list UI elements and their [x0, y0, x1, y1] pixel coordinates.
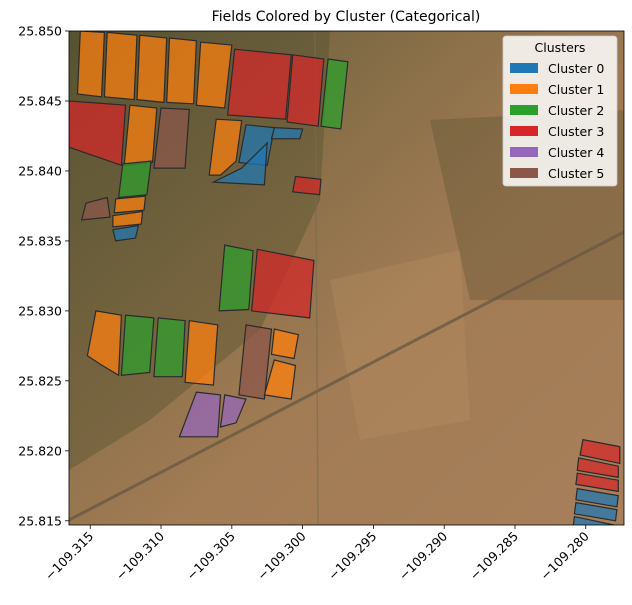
field-polygon-cluster-1 — [166, 37, 198, 105]
field-polygon-cluster-3 — [69, 100, 127, 167]
field-polygon-cluster-1 — [263, 359, 297, 400]
field-polygon-cluster-0 — [211, 141, 268, 186]
y-tick-label: 25.850 — [18, 24, 62, 39]
field-polygon-cluster-3 — [250, 248, 315, 319]
field-polygon-cluster-3 — [575, 472, 619, 493]
road-line — [69, 230, 624, 522]
field-polygon-cluster-1 — [112, 210, 144, 228]
x-tick-label: −109.295 — [325, 529, 380, 584]
field-polygon-cluster-2 — [218, 244, 254, 312]
y-tick-label: 25.835 — [18, 233, 62, 248]
field-polygon-cluster-1 — [123, 104, 158, 166]
y-tick-label: 25.830 — [18, 303, 62, 318]
field-polygon-cluster-1 — [184, 320, 219, 386]
field-polygon-cluster-5 — [238, 324, 273, 400]
field-polygon-cluster-5 — [153, 107, 190, 169]
y-tick-label: 25.815 — [18, 513, 62, 528]
legend-label-cluster-2: Cluster 2 — [548, 103, 604, 118]
legend-label-cluster-1: Cluster 1 — [548, 82, 604, 97]
field-polygon-cluster-1 — [86, 310, 123, 377]
field-polygon-cluster-2 — [117, 160, 152, 199]
field-polygon-cluster-1 — [270, 328, 300, 360]
legend-entries: Cluster 0 Cluster 1 Cluster 2 Cluster 3 Clus… — [510, 61, 604, 181]
legend-swatch-cluster-3 — [510, 126, 538, 136]
field-polygon-cluster-3 — [579, 438, 621, 465]
y-tick-label: 25.820 — [18, 443, 62, 458]
field-polygon-cluster-1 — [113, 195, 147, 214]
field-polygon-cluster-2 — [153, 317, 186, 378]
chart-title: Fields Colored by Cluster (Categorical) — [212, 9, 481, 25]
field-polygon-cluster-4 — [219, 394, 247, 428]
bare-soil-zone — [330, 250, 470, 440]
field-polygon-cluster-0 — [575, 487, 619, 508]
legend-label-cluster-5: Cluster 5 — [548, 166, 604, 181]
x-tick-label: −109.305 — [183, 529, 238, 584]
field-polygon-cluster-2 — [120, 314, 155, 376]
legend-swatch-cluster-1 — [510, 84, 538, 94]
legend-label-cluster-0: Cluster 0 — [548, 61, 604, 76]
field-polygon-cluster-1 — [76, 31, 106, 98]
field-polygon-cluster-5 — [80, 196, 111, 221]
x-tick-label: −109.280 — [537, 528, 592, 583]
field-polygon-cluster-3 — [286, 54, 325, 127]
y-tick-label: 25.825 — [18, 373, 62, 388]
legend-swatch-cluster-4 — [510, 147, 538, 157]
field-polygon-cluster-0 — [270, 126, 304, 140]
x-tick-label: −109.285 — [467, 529, 522, 584]
y-tick-label: 25.840 — [18, 163, 62, 178]
legend-label-cluster-3: Cluster 3 — [548, 124, 604, 139]
y-axis: 25.815 25.820 25.825 25.830 25.835 25.840 25.8… — [18, 24, 69, 528]
legend-swatch-cluster-5 — [510, 168, 538, 178]
x-tick-label: −109.300 — [254, 528, 309, 583]
field-polygon-cluster-0 — [572, 515, 615, 525]
legend-title: Clusters — [535, 40, 586, 55]
x-tick-label: −109.310 — [113, 528, 168, 583]
x-axis: −109.315 −109.310 −109.305 −109.300 −109.295… — [42, 525, 592, 583]
field-polygon-cluster-4 — [178, 391, 222, 438]
x-tick-label: −109.315 — [42, 529, 97, 584]
field-polygon-cluster-0 — [573, 501, 618, 522]
field-polygon-cluster-1 — [195, 41, 233, 109]
legend-swatch-cluster-0 — [510, 63, 538, 73]
field-polygon-cluster-1 — [103, 31, 138, 101]
field-polygon-cluster-1 — [136, 34, 168, 104]
field-polygon-cluster-0 — [112, 224, 140, 242]
field-polygon-cluster-3 — [226, 48, 292, 120]
field-polygon-cluster-3 — [576, 457, 619, 479]
y-tick-label: 25.845 — [18, 93, 62, 108]
fields-layer — [69, 31, 621, 525]
plot-frame — [68, 30, 625, 526]
field-polygon-cluster-2 — [320, 58, 349, 130]
legend-swatch-cluster-2 — [510, 105, 538, 115]
legend-label-cluster-4: Cluster 4 — [548, 145, 604, 160]
field-polygon-cluster-1 — [208, 118, 243, 176]
field-polygon-cluster-3 — [291, 175, 322, 196]
x-tick-label: −109.290 — [396, 528, 451, 583]
